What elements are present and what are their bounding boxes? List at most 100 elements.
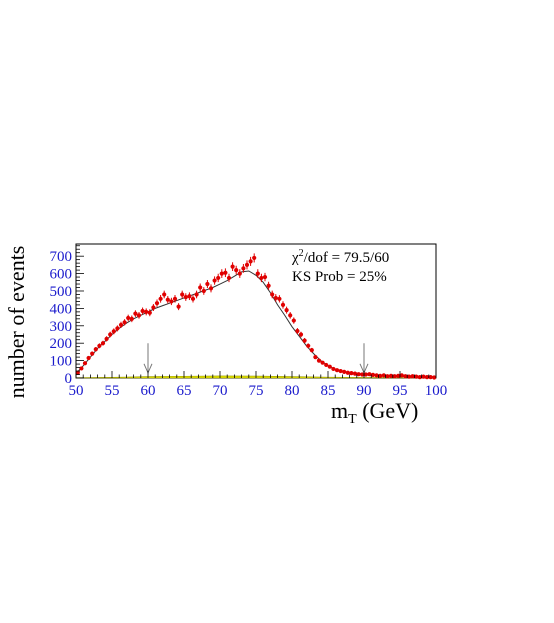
marker [414, 374, 419, 379]
marker [97, 343, 102, 348]
data-point [219, 269, 224, 278]
marker [259, 275, 264, 281]
data-point [205, 280, 210, 289]
marker [270, 292, 275, 297]
marker [349, 371, 354, 376]
data-point [172, 294, 178, 303]
data-point [406, 374, 412, 379]
data-point [180, 290, 185, 299]
marker [154, 301, 160, 306]
data-point [244, 260, 250, 270]
marker [111, 329, 116, 334]
x-tick-label: 80 [285, 383, 300, 399]
marker [187, 294, 192, 299]
marker [378, 373, 383, 379]
marker [424, 375, 430, 380]
data-point [151, 304, 156, 311]
data-point [370, 372, 376, 377]
data-point [392, 374, 397, 379]
marker [79, 366, 84, 371]
marker [194, 292, 199, 297]
marker [158, 296, 163, 301]
marker [360, 372, 365, 377]
data-point [338, 368, 343, 374]
data-point [280, 301, 286, 309]
x-tick-label: 75 [249, 383, 264, 399]
data-point [212, 276, 217, 285]
marker [133, 311, 138, 316]
marker [338, 368, 343, 374]
marker [262, 274, 268, 280]
y-tick-label: 500 [50, 284, 73, 300]
marker [118, 322, 124, 328]
marker [298, 332, 304, 337]
marker [392, 374, 397, 379]
marker [367, 372, 372, 377]
data-point [165, 296, 170, 304]
data-point [234, 265, 239, 275]
marker [432, 375, 437, 380]
marker [180, 292, 185, 297]
marker [410, 374, 415, 379]
marker [280, 302, 286, 308]
y-tick-label: 0 [65, 371, 73, 387]
marker [277, 296, 282, 301]
data-point [198, 283, 203, 292]
y-tick-label: 600 [50, 267, 73, 283]
data-point [316, 358, 322, 363]
data-point [324, 362, 329, 368]
marker [234, 268, 239, 273]
data-point [273, 294, 278, 302]
data-point [144, 308, 149, 316]
data-point [223, 268, 228, 278]
marker [237, 271, 242, 276]
data-point [266, 281, 271, 290]
x-axis-ticks: 50 55 60 65 70 75 80 85 90 95 100 [69, 371, 447, 399]
marker [284, 308, 289, 313]
data-point [399, 373, 404, 378]
marker [108, 332, 113, 337]
data-point [122, 319, 127, 326]
data-point [374, 373, 379, 378]
marker [291, 318, 296, 323]
data-point [295, 328, 300, 334]
data-point [424, 375, 430, 380]
marker [385, 374, 390, 379]
marker [324, 362, 329, 368]
marker [388, 373, 394, 379]
data-point [309, 347, 314, 353]
marker [176, 304, 181, 309]
marker [396, 373, 401, 379]
data-points-layer [75, 253, 437, 380]
marker [421, 374, 426, 379]
data-point [75, 370, 80, 375]
marker [216, 275, 221, 281]
data-point [79, 366, 84, 371]
data-point [201, 287, 206, 295]
marker [162, 292, 167, 297]
chi2-dof-annotation: χ2/dof = 79.5/60 [291, 248, 389, 266]
y-tick-label: 200 [50, 336, 73, 352]
data-point [158, 294, 163, 303]
marker [316, 358, 322, 363]
data-point [381, 373, 386, 378]
data-point [100, 340, 106, 346]
marker [208, 286, 214, 291]
marker [428, 375, 433, 380]
marker [183, 294, 188, 300]
x-tick-label: 95 [393, 383, 408, 399]
fit-range-arrow [143, 343, 153, 375]
marker [165, 297, 170, 302]
data-point [133, 310, 138, 317]
marker [381, 373, 386, 378]
fit-curve-layer [75, 270, 437, 378]
marker [82, 361, 88, 366]
data-point [90, 351, 95, 356]
marker [230, 264, 235, 269]
data-point [367, 372, 372, 377]
marker [374, 373, 379, 378]
marker [226, 275, 232, 281]
data-point [345, 370, 350, 375]
marker [417, 375, 422, 380]
chi2-symbol: χ [291, 250, 299, 266]
